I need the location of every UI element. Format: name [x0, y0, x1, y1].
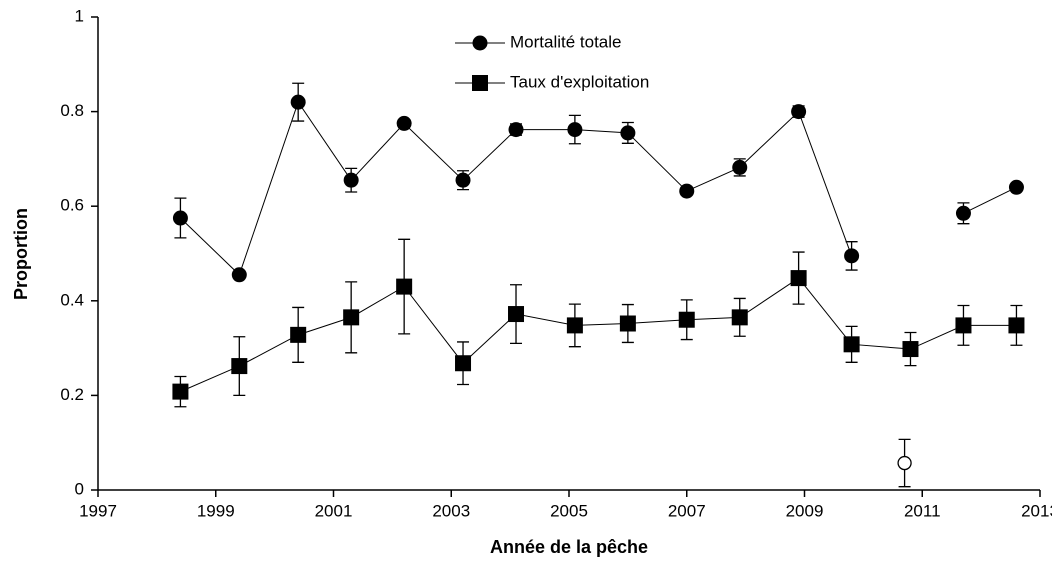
y-tick-label: 0.8 — [60, 101, 84, 120]
x-tick-label: 2007 — [668, 501, 706, 520]
series-line — [180, 101, 1017, 276]
square-marker — [508, 306, 525, 323]
circle-marker — [1008, 179, 1024, 195]
circle-marker — [679, 183, 695, 199]
square-marker — [172, 383, 189, 400]
square-marker — [343, 309, 360, 326]
circle-marker — [844, 248, 860, 264]
x-tick-label: 1999 — [197, 501, 235, 520]
circle-marker — [620, 125, 636, 141]
circle-marker — [343, 172, 359, 188]
square-marker — [290, 326, 307, 343]
square-marker — [790, 270, 807, 287]
circle-marker — [955, 205, 971, 221]
x-tick-label: 2005 — [550, 501, 588, 520]
circle-marker — [172, 210, 188, 226]
square-marker — [731, 309, 748, 326]
circle-marker — [290, 94, 306, 110]
series-line — [180, 277, 1017, 393]
legend-label: Taux d'exploitation — [510, 72, 649, 91]
legend-marker — [472, 35, 488, 51]
square-marker — [1008, 317, 1025, 334]
circle-marker — [455, 172, 471, 188]
y-tick-label: 0.6 — [60, 196, 84, 215]
x-tick-label: 2011 — [904, 501, 941, 520]
square-marker — [455, 355, 472, 372]
square-marker — [619, 315, 636, 332]
x-axis-label: Année de la pêche — [490, 537, 648, 557]
open-marker — [897, 455, 912, 471]
square-marker — [566, 317, 583, 334]
circle-marker — [231, 267, 247, 283]
y-tick-label: 0.4 — [60, 290, 84, 309]
y-tick-label: 1 — [75, 6, 84, 25]
x-tick-label: 2009 — [786, 501, 824, 520]
circle-marker — [508, 122, 524, 138]
x-tick-label: 2003 — [432, 501, 470, 520]
square-marker — [231, 358, 248, 375]
circle-marker — [567, 122, 583, 138]
x-tick-label: 2013 — [1021, 501, 1052, 520]
x-tick-label: 1997 — [79, 501, 117, 520]
y-axis-label: Proportion — [11, 208, 31, 300]
square-marker — [902, 341, 919, 358]
x-tick-label: 2001 — [315, 501, 353, 520]
square-marker — [678, 311, 695, 328]
circle-marker — [791, 104, 807, 120]
square-marker — [955, 317, 972, 334]
square-marker — [396, 278, 413, 295]
legend-label: Mortalité totale — [510, 32, 622, 51]
square-marker — [843, 336, 860, 353]
circle-marker — [396, 115, 412, 131]
y-tick-label: 0 — [75, 479, 84, 498]
y-tick-label: 0.2 — [60, 385, 84, 404]
legend-marker — [472, 75, 488, 91]
circle-marker — [732, 159, 748, 175]
